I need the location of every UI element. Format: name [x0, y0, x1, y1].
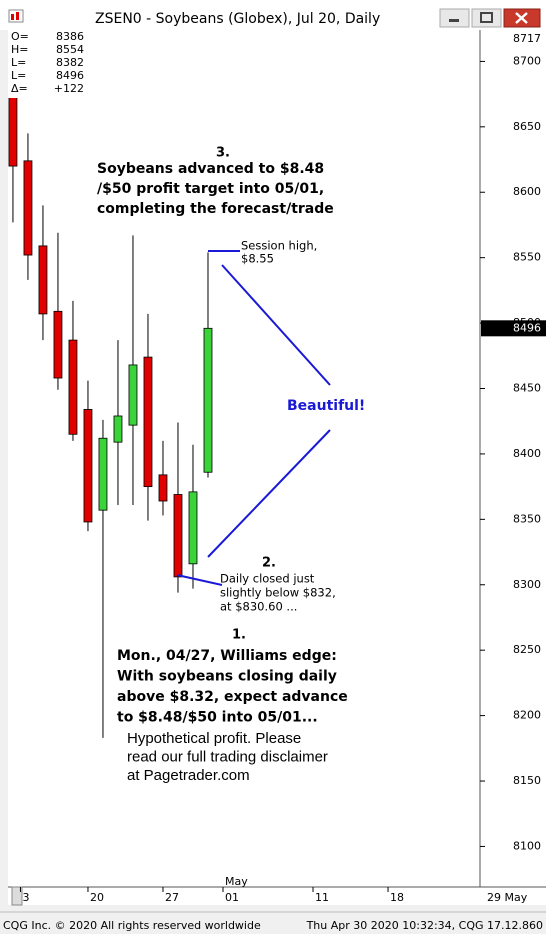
y-tick-label: 8700 [513, 54, 541, 67]
annotation-line [176, 574, 223, 586]
minimize-button[interactable] [439, 8, 470, 28]
y-tick-label: 8250 [513, 643, 541, 656]
ohlc-label: H= [11, 43, 29, 56]
x-tick-label: 18 [390, 891, 404, 904]
x-tick-label: 01 [225, 891, 239, 904]
status-bar [0, 912, 546, 934]
ohlc-value: 8382 [56, 56, 84, 69]
x-tick-label: 20 [90, 891, 104, 904]
annotation-text: at Pagetrader.com [127, 767, 250, 784]
annotation-line [221, 264, 331, 386]
ohlc-label: Δ= [11, 82, 28, 95]
y-axis-top-label: 8717 [513, 32, 541, 45]
candle-body [83, 409, 93, 523]
ohlc-label: L= [11, 69, 26, 82]
app-icon [8, 9, 24, 23]
y-tick-label: 8400 [513, 447, 541, 460]
annotation-number: 2. [262, 556, 276, 571]
scroll-marker[interactable] [11, 886, 23, 906]
y-tick-label: 8350 [513, 512, 541, 525]
ohlc-label: O= [11, 30, 29, 43]
annotation-text: Beautiful! [287, 398, 365, 414]
candle-body [98, 437, 108, 511]
y-tick-label: 8100 [513, 839, 541, 852]
x-tick-label: 27 [165, 891, 179, 904]
annotation-text: Daily closed just [220, 572, 315, 586]
ohlc-value: 8554 [56, 43, 84, 56]
candle-body [113, 415, 123, 443]
plot [8, 31, 213, 738]
x-axis-end-label: 29 May [487, 891, 528, 904]
candle-body [158, 474, 168, 502]
y-tick-label: 8650 [513, 120, 541, 133]
y-tick-label: 8600 [513, 185, 541, 198]
ohlc-value: 8496 [56, 69, 84, 82]
candle-body [53, 310, 63, 379]
candle-body [68, 339, 78, 435]
annotation-text: slightly below $832, [220, 586, 336, 600]
month-label: May [225, 875, 248, 888]
annotation-text: Session high, [241, 239, 317, 253]
annotation-text: Soybeans advanced to $8.48 [97, 161, 324, 177]
x-tick-label: 11 [315, 891, 329, 904]
y-tick-label: 8150 [513, 774, 541, 787]
last-price-label: 8496 [513, 321, 541, 334]
candle-body [128, 364, 138, 426]
annotation-text: With soybeans closing daily [117, 669, 337, 685]
ohlc-label: L= [11, 56, 26, 69]
ohlc-value: +122 [54, 82, 84, 95]
ohlc-box [8, 30, 86, 98]
candle-body [203, 327, 213, 473]
candle-body [38, 245, 48, 315]
candle-body [173, 494, 183, 578]
annotation-text: to $8.48/$50 into 05/01... [117, 710, 318, 726]
annotation-number: 1. [232, 628, 246, 643]
close-button[interactable] [503, 8, 541, 28]
annotation-text: Hypothetical profit. Please [127, 730, 301, 747]
last-price-box [481, 320, 546, 337]
annotation-text: at $830.60 ... [220, 600, 297, 614]
annotation-text: Mon., 04/27, Williams edge: [117, 648, 337, 664]
status-right: Thu Apr 30 2020 10:32:34, CQG 17.12.860 [306, 919, 543, 932]
x-tick-label: 3 [22, 891, 29, 904]
annotation-text: read our full trading disclaimer [127, 748, 328, 765]
annotation-text: completing the forecast/trade [97, 201, 334, 217]
status-left: CQG Inc. © 2020 All rights reserved worl… [3, 919, 261, 932]
x-axis-area [8, 887, 546, 905]
y-tick-label: 8200 [513, 709, 541, 722]
annotation-line [207, 429, 331, 558]
candle-body [143, 356, 153, 488]
y-tick-label: 8450 [513, 382, 541, 395]
ohlc-value: 8386 [56, 30, 84, 43]
y-tick-label: 8550 [513, 251, 541, 264]
candle-body [23, 160, 33, 256]
annotation-number: 3. [216, 146, 230, 161]
y-axis-area [480, 30, 546, 887]
y-tick-label: 8300 [513, 578, 541, 591]
overlay: 8100815082008250830083508400845085008550… [8, 30, 546, 904]
candle-body [188, 491, 198, 565]
window-title: ZSEN0 - Soybeans (Globex), Jul 20, Daily [95, 11, 380, 27]
maximize-button[interactable] [471, 8, 502, 28]
annotation-text: above $8.32, expect advance [117, 689, 348, 705]
annotation-text: $8.55 [241, 252, 274, 266]
annotation-text: /$50 profit target into 05/01, [97, 181, 324, 197]
